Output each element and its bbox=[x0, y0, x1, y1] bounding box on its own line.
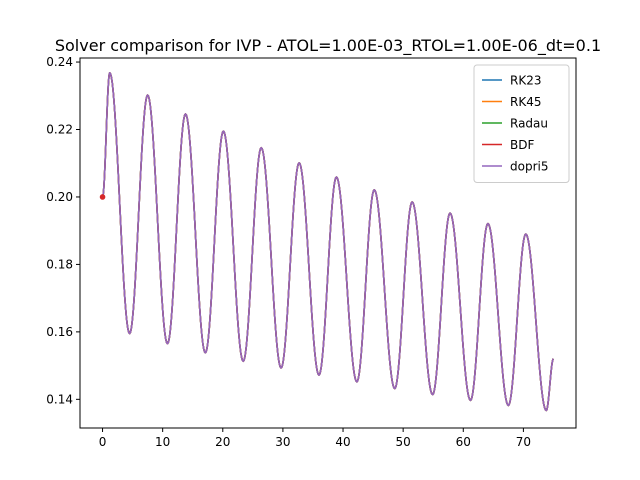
x-tick-label: 70 bbox=[516, 435, 531, 449]
y-tick-label: 0.20 bbox=[46, 190, 73, 204]
y-tick-label: 0.16 bbox=[46, 325, 73, 339]
y-axis: 0.14 0.16 0.18 0.20 0.22 0.24 bbox=[46, 55, 80, 406]
legend: RK23 RK45 Radau BDF dopri5 bbox=[473, 64, 570, 183]
series-layer bbox=[101, 72, 554, 412]
x-tick-label: 40 bbox=[335, 435, 350, 449]
x-tick-label: 0 bbox=[99, 435, 107, 449]
legend-label: RK23 bbox=[510, 74, 541, 88]
y-tick-label: 0.24 bbox=[46, 55, 73, 69]
x-tick-label: 20 bbox=[215, 435, 230, 449]
x-tick-label: 60 bbox=[456, 435, 471, 449]
x-tick-label: 30 bbox=[275, 435, 290, 449]
series-line-dopri5 bbox=[101, 72, 554, 412]
x-tick-label: 10 bbox=[155, 435, 170, 449]
marker-layer bbox=[99, 194, 106, 200]
legend-label: Radau bbox=[510, 117, 548, 131]
x-tick-label: 50 bbox=[396, 435, 411, 449]
chart-title: Solver comparison for IVP - ATOL=1.00E-0… bbox=[55, 36, 601, 56]
plot-frame bbox=[79, 57, 577, 429]
legend-label: RK45 bbox=[510, 95, 541, 109]
y-tick-label: 0.18 bbox=[46, 257, 73, 271]
data-point-bdf bbox=[99, 194, 106, 200]
legend-label: dopri5 bbox=[510, 160, 548, 174]
x-axis: 0 10 20 30 40 50 60 70 bbox=[99, 428, 531, 449]
y-tick-label: 0.14 bbox=[46, 392, 73, 406]
legend-box bbox=[473, 64, 570, 183]
legend-label: BDF bbox=[510, 138, 534, 152]
y-tick-label: 0.22 bbox=[46, 123, 73, 137]
